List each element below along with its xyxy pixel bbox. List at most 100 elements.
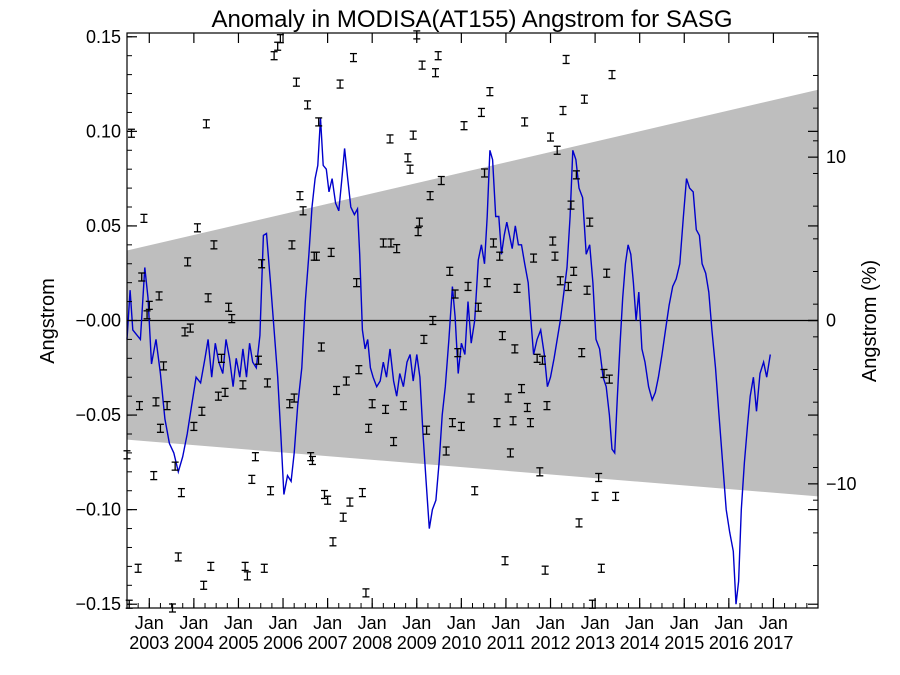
errorbar-point <box>386 134 394 144</box>
y2-tick-label: −10 <box>826 474 857 494</box>
errorbar-point <box>198 406 206 416</box>
x-tick-year-label: 2017 <box>753 633 793 653</box>
errorbar-point <box>143 310 151 320</box>
errorbar-point <box>193 223 201 233</box>
x-tick-month-label: Jan <box>670 613 699 633</box>
x-tick-month-label: Jan <box>447 613 476 633</box>
x-axis-ticks: Jan2003Jan2004Jan2005Jan2006Jan2007Jan20… <box>126 33 819 653</box>
y-tick-label: 0.05 <box>86 216 121 236</box>
errorbar-point <box>299 206 307 216</box>
errorbar-point <box>489 238 497 248</box>
errorbar-point <box>210 240 218 250</box>
y-axis-ticks: 0.15 0.10 0.05 −0.00 −0.05 −0.10 −0.15 <box>75 27 818 614</box>
errorbar-point <box>467 393 475 403</box>
errorbar-point <box>506 448 514 458</box>
x-tick-month-label: Jan <box>581 613 610 633</box>
errorbar-point <box>155 291 163 301</box>
errorbar-point <box>460 121 468 131</box>
errorbar-point <box>551 251 559 261</box>
errorbar-point <box>202 119 210 129</box>
x-tick-year-label: 2014 <box>620 633 660 653</box>
errorbar-point <box>442 446 450 456</box>
errorbar-point <box>608 69 616 80</box>
errorbar-point <box>255 355 263 365</box>
x-tick-year-label: 2003 <box>129 633 169 653</box>
errorbar-point <box>409 130 417 140</box>
errorbar-point <box>580 94 588 104</box>
errorbar-point <box>446 266 454 276</box>
errorbar-point <box>612 491 620 502</box>
errorbar-point <box>547 132 555 142</box>
errorbar-point <box>437 175 445 186</box>
y2-tick-label: 10 <box>826 147 846 167</box>
errorbar-point <box>597 563 605 573</box>
errorbar-point <box>404 153 412 163</box>
errorbar-point <box>221 387 229 398</box>
errorbar-point <box>353 278 361 288</box>
errorbar-point <box>127 128 135 138</box>
errorbar-point <box>603 268 611 278</box>
confidence-band-layer <box>127 89 818 497</box>
errorbar-point <box>562 54 570 65</box>
y-tick-label: 0.10 <box>86 121 121 141</box>
y-axis-title: Angstrom <box>37 278 59 364</box>
errorbar-point <box>304 100 312 110</box>
errorbar-point <box>434 51 442 61</box>
errorbar-point <box>486 86 494 97</box>
errorbar-point <box>228 313 236 324</box>
errorbar-point <box>214 391 222 401</box>
y-tick-label: −0.10 <box>75 500 121 520</box>
errorbar-point <box>429 315 437 326</box>
errorbar-point <box>477 107 485 118</box>
errorbar-point <box>241 561 249 572</box>
errorbar-point <box>523 402 531 413</box>
x-tick-year-label: 2015 <box>664 633 704 653</box>
errorbar-point <box>171 461 179 471</box>
errorbar-point <box>365 423 373 433</box>
errorbar-point <box>536 467 544 477</box>
errorbar-point <box>504 393 512 403</box>
x-tick-month-label: Jan <box>536 613 565 633</box>
errorbar-point <box>572 170 580 180</box>
x-tick-year-label: 2012 <box>530 633 570 653</box>
errorbar-point <box>549 236 557 246</box>
errorbar-point <box>521 117 529 127</box>
errorbar-point <box>286 399 294 409</box>
errorbar-point <box>448 417 456 428</box>
x-tick-month-label: Jan <box>135 613 164 633</box>
errorbar-point <box>414 226 422 237</box>
errorbar-point <box>591 491 599 502</box>
errorbar-point <box>393 243 401 254</box>
errorbar-point <box>605 374 613 384</box>
errorbar-point <box>204 293 212 303</box>
errorbar-point <box>496 251 504 261</box>
errorbar-point <box>274 41 282 51</box>
errorbar-point <box>509 416 517 426</box>
x-tick-year-label: 2013 <box>575 633 615 653</box>
line-series-layer <box>126 118 771 605</box>
x-tick-year-label: 2008 <box>352 633 392 653</box>
x-tick-year-label: 2010 <box>441 633 481 653</box>
errorbar-point <box>239 380 247 390</box>
x-tick-month-label: Jan <box>625 613 654 633</box>
errorbar-point <box>567 200 575 210</box>
errorbar-point <box>135 400 143 411</box>
errorbar-point <box>270 51 278 61</box>
errorbar-point <box>570 266 578 276</box>
errorbar-point <box>184 257 192 267</box>
errorbar-point <box>578 348 586 358</box>
errorbar-point <box>181 327 189 337</box>
errorbar-point <box>451 289 459 299</box>
errorbar-point <box>140 213 148 224</box>
errorbar-point <box>474 302 482 312</box>
errorbar-point <box>530 253 538 263</box>
chart-title: Anomaly in MODISA(AT155) Angstrom for SA… <box>211 6 732 33</box>
errorbar-point <box>315 117 323 127</box>
errorbar-point <box>595 472 603 483</box>
errorbar-point <box>538 355 546 365</box>
errorbar-point <box>379 238 387 248</box>
errorbar-point <box>134 563 142 573</box>
errorbar-point <box>258 259 266 269</box>
errorbar-point <box>339 512 347 522</box>
